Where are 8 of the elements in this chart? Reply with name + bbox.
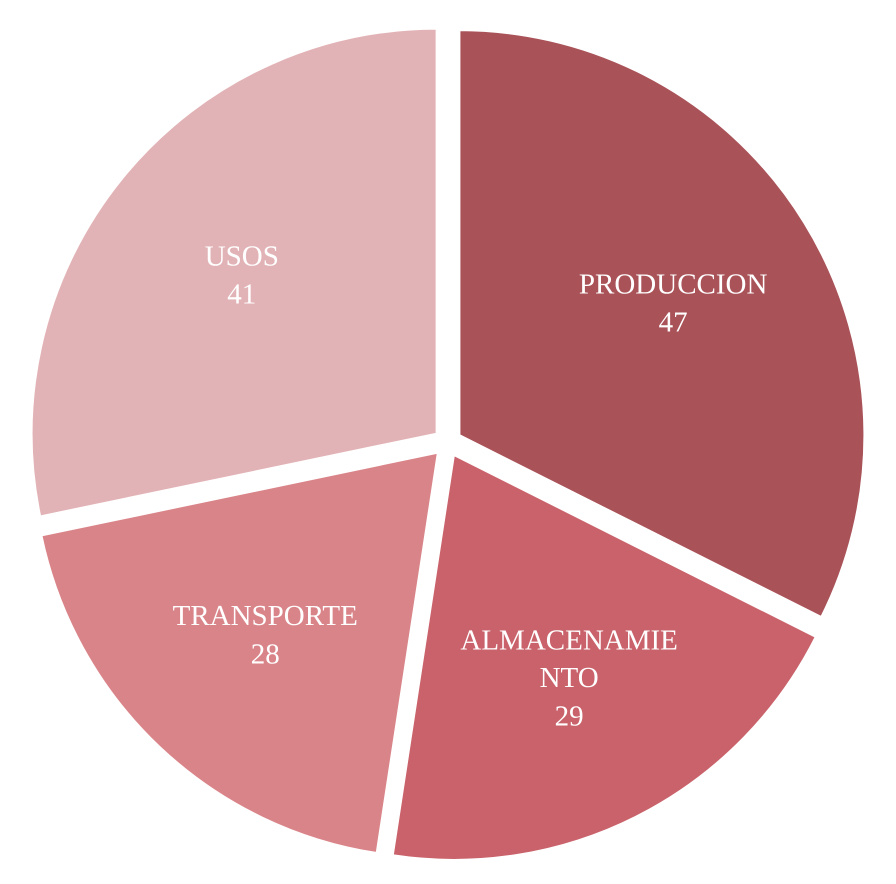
slice-label: USOS <box>204 240 279 272</box>
slice-label: TRANSPORTE <box>172 600 358 632</box>
data-label: 47 <box>658 306 688 339</box>
data-label: 29 <box>554 700 584 732</box>
slice-label: PRODUCCION <box>578 268 768 301</box>
data-label: 41 <box>227 278 256 311</box>
slice-label: ALMACENAMIENTO <box>460 624 678 694</box>
data-label: 28 <box>250 638 280 670</box>
